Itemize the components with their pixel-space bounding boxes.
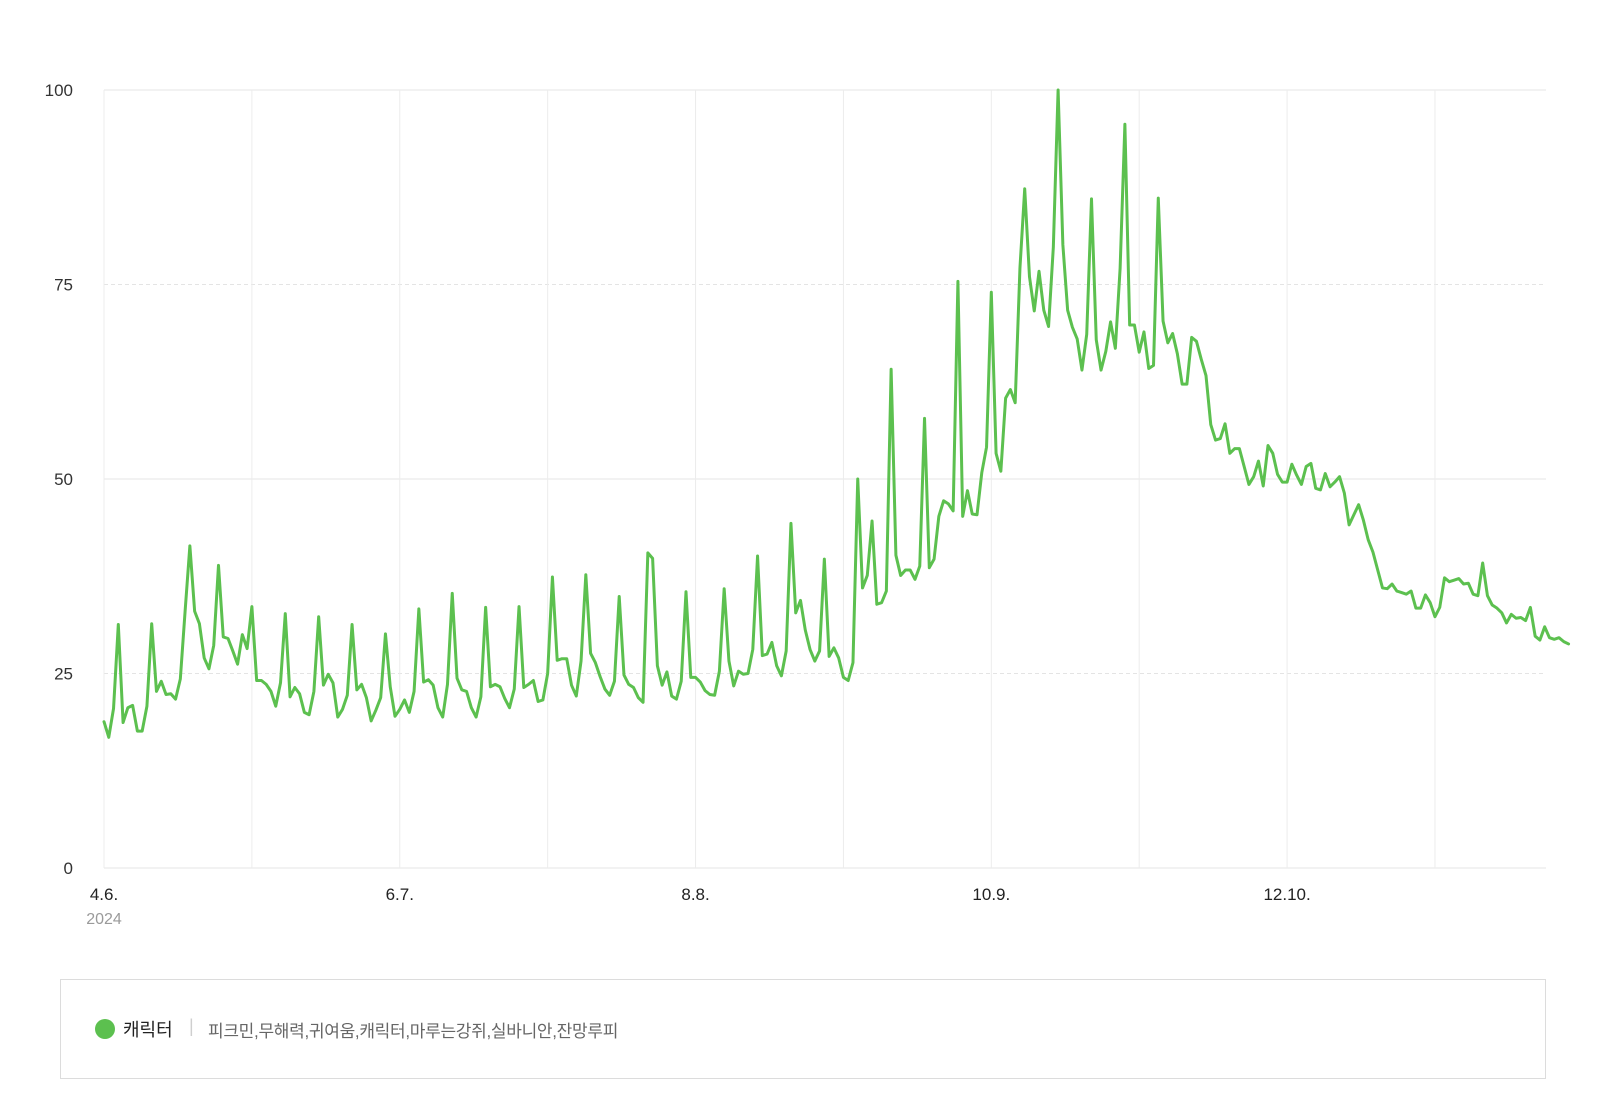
- y-tick-label: 50: [54, 470, 73, 489]
- y-tick-label: 0: [64, 859, 73, 878]
- legend-series-name: 캐릭터: [123, 1020, 173, 1040]
- trend-line-chart: 0 25 50 75 100 4.6. 6.7. 8.8. 10.9. 12.10. 2024: [45, 81, 1571, 928]
- x-tick-label: 10.9.: [972, 885, 1010, 904]
- grid-lines: [103, 89, 1546, 869]
- x-tick-label: 12.10.: [1263, 885, 1310, 904]
- x-tick-label: 6.7.: [386, 885, 414, 904]
- x-tick-label: 8.8.: [681, 885, 709, 904]
- series-line-layer: [102, 88, 1571, 739]
- series-line: [102, 88, 1571, 739]
- legend-separator: |: [189, 1016, 194, 1036]
- year-label: 2024: [86, 911, 122, 928]
- y-tick-label: 25: [54, 665, 73, 684]
- x-tick-label: 4.6.: [90, 885, 118, 904]
- y-tick-label: 100: [45, 81, 73, 100]
- y-tick-label: 75: [54, 276, 73, 295]
- legend-box: 캐릭터 | 피크민,무해력,귀여움,캐릭터,마루는강쥐,실바니안,잔망루피: [60, 979, 1546, 1079]
- legend-keywords: 피크민,무해력,귀여움,캐릭터,마루는강쥐,실바니안,잔망루피: [208, 1022, 619, 1041]
- legend-color-dot: [95, 1019, 115, 1039]
- axis-labels: 0 25 50 75 100 4.6. 6.7. 8.8. 10.9. 12.10. 2024: [45, 81, 1311, 928]
